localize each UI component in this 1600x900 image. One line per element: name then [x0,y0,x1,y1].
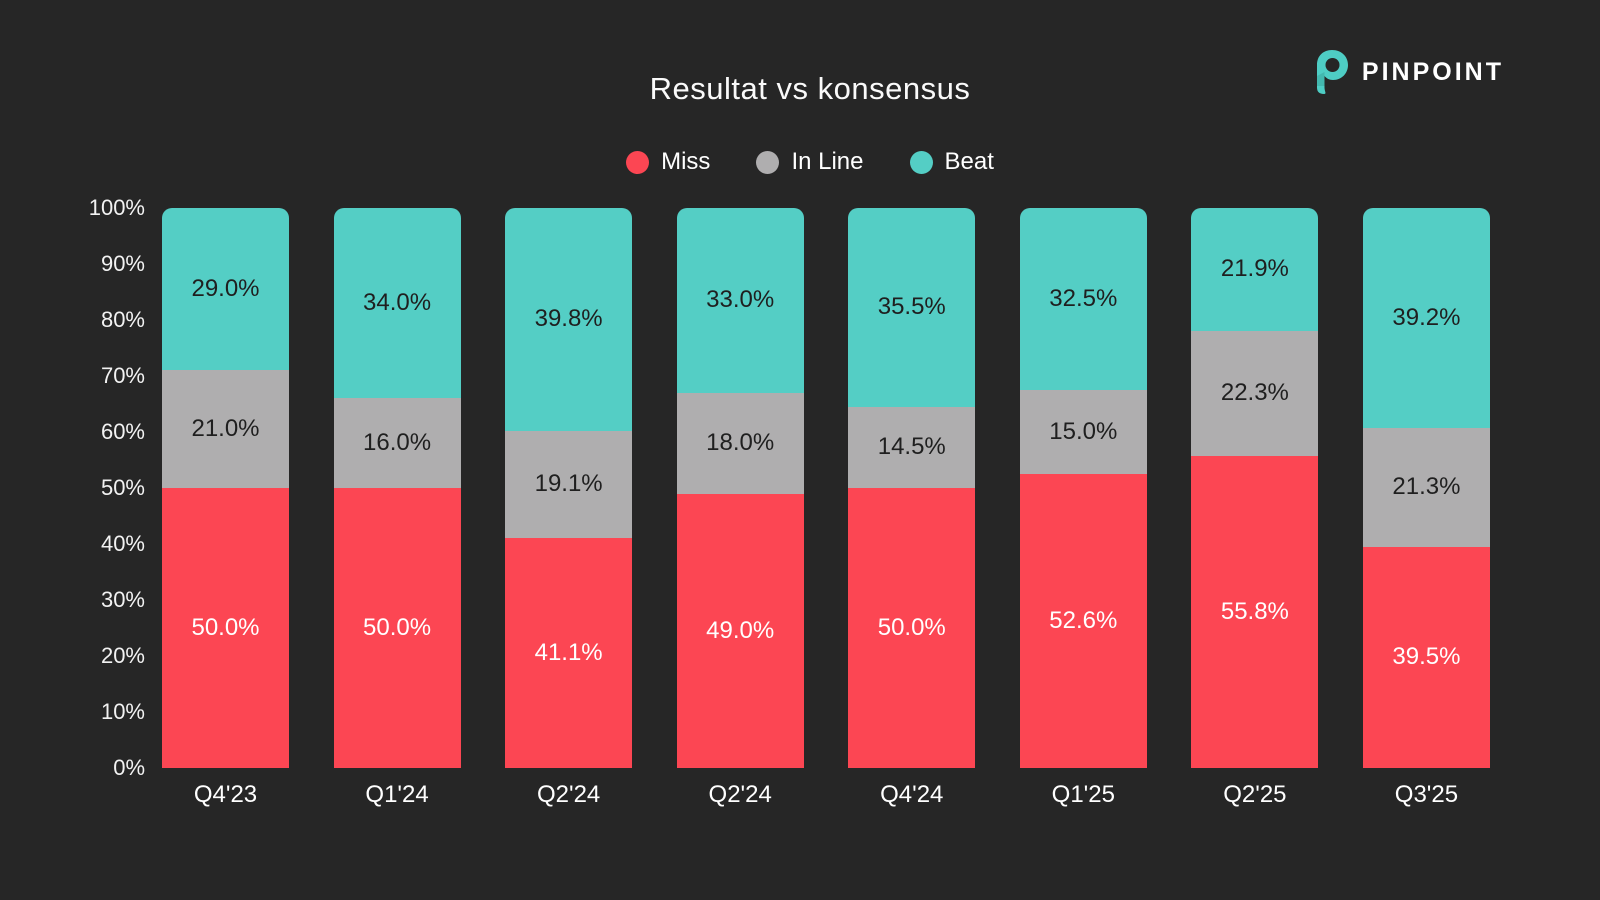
segment-value-label: 33.0% [706,286,775,314]
segment-value-label: 34.0% [363,289,432,317]
segment-in-line: 14.5% [848,406,976,488]
x-axis-label: Q4'24 [880,781,944,808]
legend-label: In Line [791,148,864,175]
bar-3-q224: 33.0% 18.0% 49.0% Q2'24 [676,208,804,808]
bars: 29.0% 21.0% 50.0% Q4'23 34.0% 16.0% 50.0% Q1'24… [162,208,1490,808]
legend-label: Beat [944,148,994,175]
segment-in-line: 21.0% [162,370,289,488]
segment-value-label: 21.0% [191,415,260,443]
segment-beat: 39.8% [505,208,633,431]
y-axis-tick-label: 100% [88,195,145,220]
segment-value-label: 39.2% [1392,303,1461,331]
segment-value-label: 50.0% [877,613,946,641]
segment-value-label: 50.0% [191,613,260,641]
segment-value-label: 55.8% [1220,597,1289,625]
x-axis-label: Q2'24 [708,781,772,808]
y-axis-tick-label: 50% [100,475,145,500]
x-axis-label: Q2'25 [1223,781,1287,808]
segment-in-line: 16.0% [333,398,461,488]
legend-swatch-icon [626,150,650,174]
x-axis-label: Q4'23 [193,781,258,808]
pinpoint-p-icon [1316,50,1348,94]
y-axis-tick-label: 30% [100,587,145,612]
x-axis-label: Q2'24 [536,781,601,808]
y-axis-tick-label: 0% [113,755,145,780]
segment-miss: 55.8% [1191,455,1319,768]
y-axis: 100% 90% 80% 70% 60% 50% 40% 30% 20% 10% 0% [40,195,145,780]
y-axis-tick-label: 60% [100,419,145,444]
x-axis-label: Q1'24 [365,781,429,808]
y-axis-tick-label: 40% [100,531,145,556]
x-axis-label: Q3'25 [1394,781,1459,808]
segment-value-label: 16.0% [363,429,432,457]
segment-in-line: 21.3% [1362,427,1490,547]
legend-swatch-icon [909,150,933,174]
segment-value-label: 35.5% [877,293,946,321]
segment-value-label: 39.5% [1392,643,1461,671]
segment-miss: 52.6% [1019,473,1147,768]
segment-in-line: 15.0% [1019,389,1147,474]
legend-label: Miss [661,148,711,175]
legend: Miss In Line Beat [10,148,1600,176]
segment-beat: 35.5% [848,208,976,407]
segment-value-label: 21.3% [1392,473,1461,501]
y-axis-tick-label: 10% [100,699,145,724]
legend-item-in-line: In Line [756,148,864,176]
bar-5-q125: 32.5% 15.0% 52.6% Q1'25 [1019,208,1147,808]
bar-4-q424: 35.5% 14.5% 50.0% Q4'24 [848,208,976,808]
segment-value-label: 18.0% [706,429,775,457]
legend-swatch-icon [756,150,780,174]
segment-in-line: 19.1% [505,430,633,538]
y-axis-tick-label: 80% [100,307,145,332]
segment-value-label: 19.1% [534,470,603,498]
segment-value-label: 29.0% [191,275,260,303]
segment-in-line: 22.3% [1191,330,1319,456]
bar-7-q325: 39.2% 21.3% 39.5% Q3'25 [1362,208,1490,808]
segment-beat: 39.2% [1362,208,1490,428]
segment-value-label: 39.8% [534,305,603,333]
brand-logo: PINPOINT [1311,50,1504,94]
y-axis-tick-label: 90% [100,251,145,276]
segment-in-line: 18.0% [676,392,804,494]
segment-beat: 34.0% [333,208,461,399]
y-axis-tick-label: 20% [100,643,145,668]
segment-value-label: 15.0% [1049,417,1118,445]
y-axis-tick-label: 70% [100,363,145,388]
segment-value-label: 49.0% [706,616,775,644]
bar-6-q225: 21.9% 22.3% 55.8% Q2'25 [1191,208,1319,808]
segment-value-label: 50.0% [363,613,432,641]
segment-beat: 29.0% [162,208,289,371]
segment-beat: 21.9% [1191,208,1319,331]
bar-0-q423: 29.0% 21.0% 50.0% Q4'23 [162,208,289,808]
segment-value-label: 32.5% [1049,284,1118,312]
segment-miss: 49.0% [676,493,804,768]
bar-2-q224: 39.8% 19.1% 41.1% Q2'24 [505,208,633,808]
segment-value-label: 21.9% [1220,255,1289,283]
segment-miss: 50.0% [162,487,289,768]
segment-value-label: 14.5% [877,433,946,461]
segment-beat: 32.5% [1019,208,1147,390]
segment-beat: 33.0% [676,208,804,393]
legend-item-miss: Miss [626,148,710,176]
bar-1-q124: 34.0% 16.0% 50.0% Q1'24 [333,208,461,808]
segment-miss: 50.0% [848,487,976,768]
brand-name: PINPOINT [1361,57,1504,86]
segment-miss: 50.0% [333,487,461,768]
segment-value-label: 52.6% [1049,606,1118,634]
legend-item-beat: Beat [909,148,994,176]
page-title: Resultat vs konsensus [649,71,971,106]
segment-value-label: 41.1% [534,638,603,666]
x-axis-label: Q1'25 [1051,781,1115,808]
segment-value-label: 22.3% [1220,379,1289,407]
segment-miss: 39.5% [1362,546,1490,768]
segment-miss: 41.1% [505,537,633,768]
